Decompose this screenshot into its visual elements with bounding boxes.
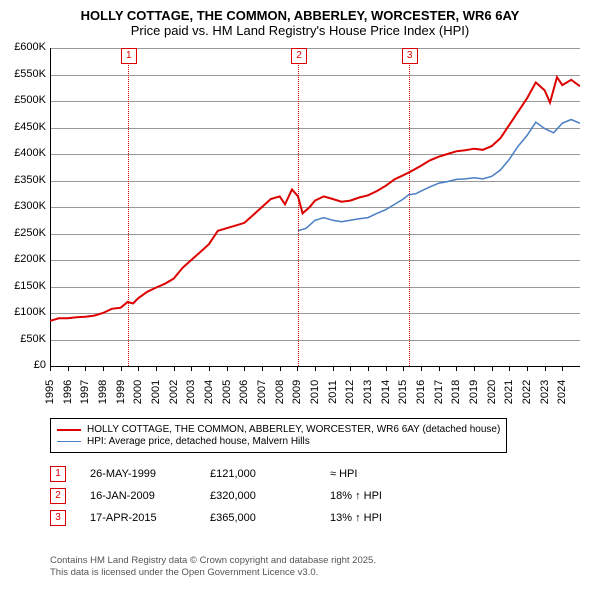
plot-area: 123 [50,48,580,366]
event-note: 18% ↑ HPI [330,490,450,502]
footer: Contains HM Land Registry data © Crown c… [50,555,376,580]
event-note: ≈ HPI [330,468,450,480]
x-tick-label: 2013 [362,378,374,406]
y-tick-label: £450K [2,121,46,133]
x-tick-label: 2009 [291,378,303,406]
event-row-marker: 3 [50,510,66,526]
y-tick-label: £350K [2,174,46,186]
event-table: 1 26-MAY-1999£121,000≈ HPI 2 16-JAN-2009£32… [50,460,450,532]
legend-swatch [57,441,81,443]
y-tick-label: £150K [2,280,46,292]
y-tick-label: £550K [2,68,46,80]
x-tick-label: 2010 [309,378,321,406]
series-price_paid [50,77,580,321]
x-axis [50,366,580,367]
chart-title-block: HOLLY COTTAGE, THE COMMON, ABBERLEY, WOR… [0,0,600,42]
x-tick-label: 2023 [539,378,551,406]
x-tick-label: 2011 [327,378,339,406]
event-note: 13% ↑ HPI [330,512,450,524]
y-tick-label: £200K [2,253,46,265]
x-tick-label: 1998 [97,378,109,406]
y-tick-label: £0 [2,359,46,371]
y-tick-label: £300K [2,200,46,212]
legend-label: HOLLY COTTAGE, THE COMMON, ABBERLEY, WOR… [87,424,500,435]
legend-item: HPI: Average price, detached house, Malv… [57,436,500,447]
x-tick-label: 2005 [221,378,233,406]
event-row: 1 26-MAY-1999£121,000≈ HPI [50,466,450,482]
chart-title-line2: Price paid vs. HM Land Registry's House … [0,23,600,38]
y-tick-label: £600K [2,41,46,53]
x-tick-label: 1995 [44,378,56,406]
y-tick-label: £50K [2,333,46,345]
x-tick-label: 1997 [79,378,91,406]
chart-title-line1: HOLLY COTTAGE, THE COMMON, ABBERLEY, WOR… [0,8,600,23]
legend-item: HOLLY COTTAGE, THE COMMON, ABBERLEY, WOR… [57,424,500,435]
event-price: £365,000 [210,512,330,524]
legend-swatch [57,429,81,431]
series-hpi [298,120,580,231]
y-tick-label: £250K [2,227,46,239]
x-tick-label: 2001 [150,378,162,406]
footer-line2: This data is licensed under the Open Gov… [50,567,376,579]
x-tick-label: 2004 [203,378,215,406]
x-tick-label: 2018 [450,378,462,406]
x-tick-label: 2007 [256,378,268,406]
event-row-marker: 2 [50,488,66,504]
y-tick-label: £100K [2,306,46,318]
x-tick-label: 2016 [415,378,427,406]
series-svg [50,48,580,366]
x-tick-label: 2024 [556,378,568,406]
legend: HOLLY COTTAGE, THE COMMON, ABBERLEY, WOR… [50,418,507,453]
legend-label: HPI: Average price, detached house, Malv… [87,436,310,447]
x-tick-label: 2021 [503,378,515,406]
event-row-marker: 1 [50,466,66,482]
x-tick-label: 2017 [433,378,445,406]
x-tick-label: 1999 [115,378,127,406]
footer-line1: Contains HM Land Registry data © Crown c… [50,555,376,567]
y-tick-label: £500K [2,94,46,106]
x-tick-label: 2003 [185,378,197,406]
x-tick-label: 2008 [274,378,286,406]
event-row: 2 16-JAN-2009£320,00018% ↑ HPI [50,488,450,504]
x-tick-label: 2014 [380,378,392,406]
event-price: £121,000 [210,468,330,480]
y-tick-label: £400K [2,147,46,159]
event-price: £320,000 [210,490,330,502]
x-tick-label: 2002 [168,378,180,406]
x-tick-label: 2020 [486,378,498,406]
x-tick-label: 2000 [132,378,144,406]
event-row: 3 17-APR-2015£365,00013% ↑ HPI [50,510,450,526]
chart-container: HOLLY COTTAGE, THE COMMON, ABBERLEY, WOR… [0,0,600,590]
x-tick-label: 2019 [468,378,480,406]
event-date: 16-JAN-2009 [90,490,210,502]
x-tick-label: 2012 [344,378,356,406]
x-tick-label: 2022 [521,378,533,406]
x-tick-label: 2015 [397,378,409,406]
event-date: 26-MAY-1999 [90,468,210,480]
x-tick-label: 2006 [238,378,250,406]
x-tick-label: 1996 [62,378,74,406]
event-date: 17-APR-2015 [90,512,210,524]
